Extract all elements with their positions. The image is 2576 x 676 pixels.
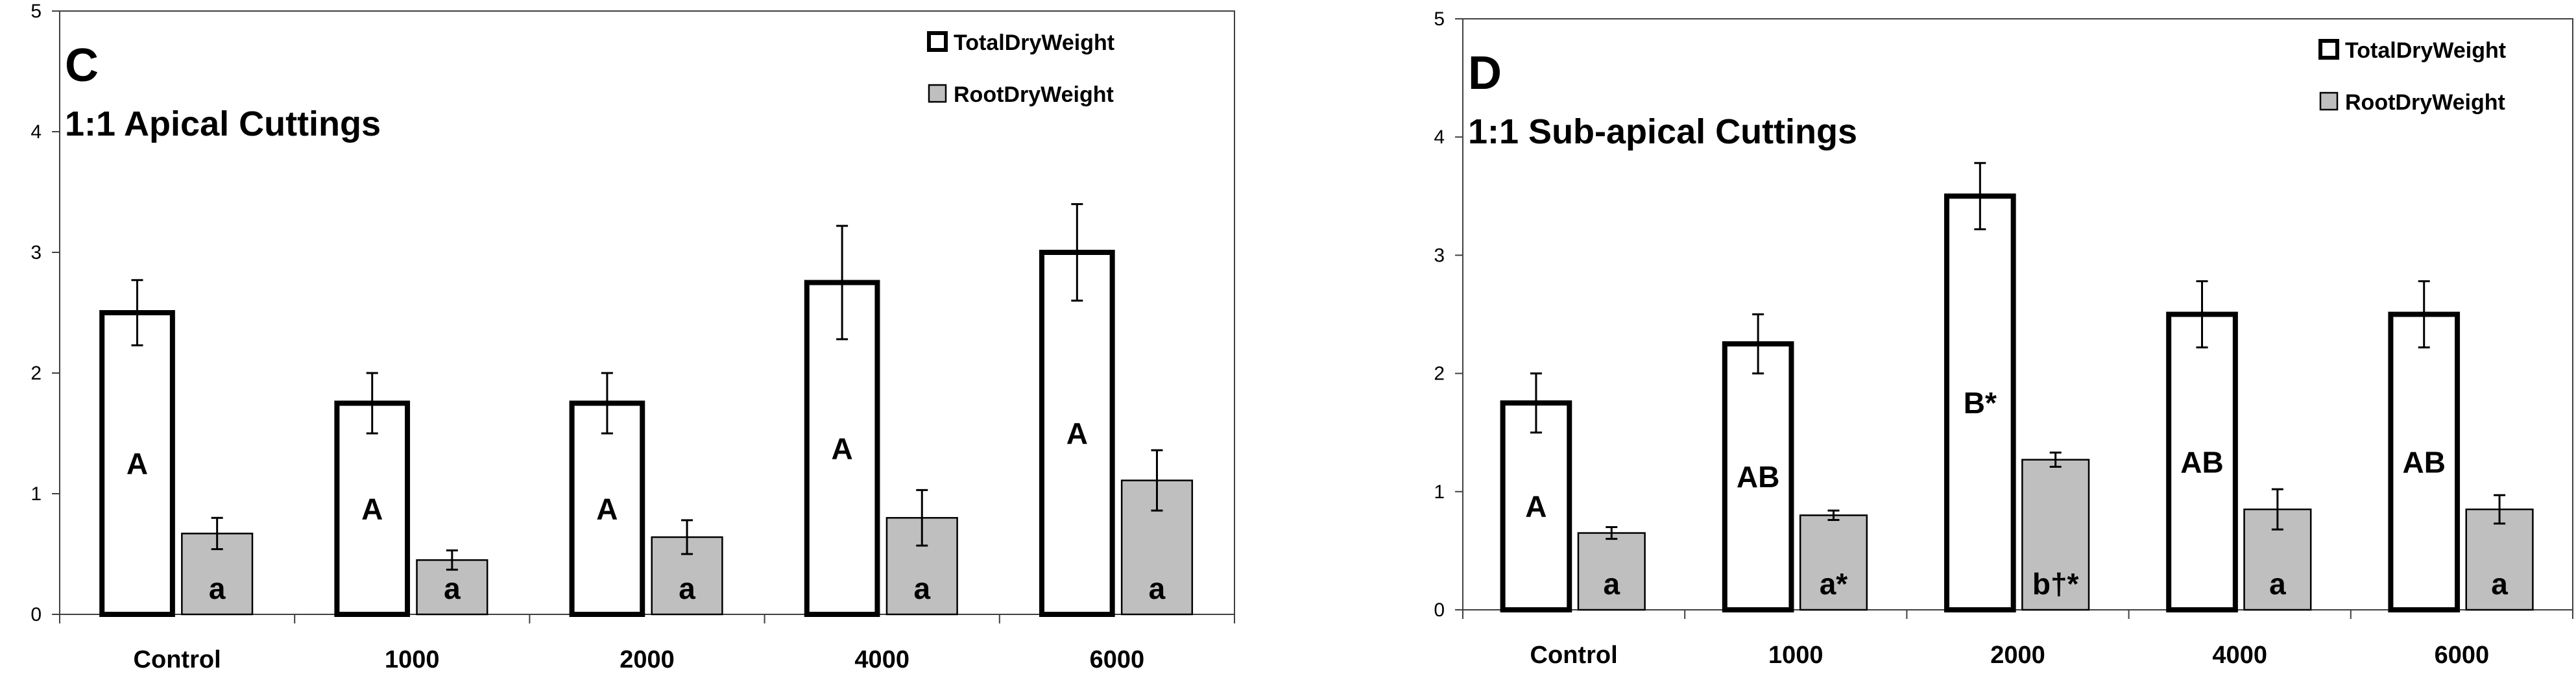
bar-totaldryweight <box>1039 250 1115 617</box>
y-tick-label: 1 <box>30 483 42 505</box>
significance-label: a <box>1603 567 1620 601</box>
significance-label: b†* <box>2032 567 2079 601</box>
significance-label: A <box>126 447 148 481</box>
bar-totaldryweight <box>99 310 175 617</box>
y-tick-label: 0 <box>1434 599 1445 621</box>
bar-totaldryweight <box>569 400 645 617</box>
significance-label: a <box>2491 567 2508 601</box>
chart-panel-d: 0 1 2 3 4 5 Control 1000 2000 4000 6000 A AB B* AB AB a a… <box>1434 8 2573 669</box>
panel-title: 1:1 Sub-apical Cuttings <box>1468 112 1857 151</box>
legend-label: RootDryWeight <box>954 82 1114 107</box>
legend-swatch-totaldryweight <box>927 31 948 52</box>
y-tick-label: 3 <box>30 242 42 263</box>
bar-rootdryweight <box>2465 508 2534 611</box>
significance-label: a <box>913 572 930 605</box>
y-tick-label: 2 <box>30 363 42 384</box>
significance-label: a <box>2269 567 2286 601</box>
plot-area <box>1462 18 2573 610</box>
x-tick-label: 2000 <box>620 646 675 673</box>
x-tick-label: 2000 <box>1990 642 2045 669</box>
significance-label: A <box>832 431 853 465</box>
bar-rootdryweight <box>2021 459 2090 611</box>
significance-label: a* <box>1820 567 1848 601</box>
panel-title: 1:1 Apical Cuttings <box>65 104 381 143</box>
significance-label: B* <box>1964 386 1997 420</box>
x-tick-label: 1000 <box>385 646 440 673</box>
y-tick-label: 3 <box>1434 245 1445 266</box>
x-tick-label: 1000 <box>1768 642 1824 669</box>
x-tick-label: 6000 <box>1090 646 1145 673</box>
x-tick-label: 4000 <box>854 646 909 673</box>
panel-letter: D <box>1468 47 1502 99</box>
significance-label: a <box>1149 572 1166 605</box>
significance-label: AB <box>2402 445 2445 479</box>
x-tick-label: 6000 <box>2435 642 2490 669</box>
bar-totaldryweight <box>1722 341 1794 612</box>
legend-swatch-rootdryweight <box>928 84 947 103</box>
significance-label: a <box>444 572 461 605</box>
significance-label: A <box>1066 416 1088 450</box>
legend-label: RootDryWeight <box>2345 90 2505 115</box>
legend-swatch-totaldryweight <box>2318 39 2339 60</box>
significance-label: A <box>596 492 618 525</box>
y-tick-label: 2 <box>1434 363 1445 385</box>
y-tick-label: 5 <box>1434 8 1445 30</box>
legend-label: TotalDryWeight <box>954 30 1114 55</box>
legend: TotalDryWeight RootDryWeight <box>2318 38 2506 115</box>
y-tick-label: 1 <box>1434 481 1445 503</box>
legend: TotalDryWeight RootDryWeight <box>927 30 1114 107</box>
significance-label: A <box>1525 490 1547 524</box>
bar-totaldryweight <box>2388 311 2461 612</box>
y-tick-label: 5 <box>30 1 42 22</box>
x-tick-label: 4000 <box>2212 642 2267 669</box>
y-tick-label: 0 <box>30 604 42 625</box>
x-tick-label: Control <box>134 646 221 673</box>
panel-letter: C <box>65 40 99 91</box>
chart-panel-c: 0 1 2 3 4 5 Control 1000 2000 4000 6000 A A A A Aa a a a a C… <box>30 1 1235 673</box>
y-tick-label: 4 <box>1434 127 1445 148</box>
y-tick-label: 4 <box>30 121 42 143</box>
significance-label: a <box>679 572 695 605</box>
legend-label: TotalDryWeight <box>2345 38 2506 63</box>
significance-label: AB <box>2180 445 2223 479</box>
significance-label: a <box>209 572 226 605</box>
significance-label: A <box>361 492 383 525</box>
significance-label: AB <box>1737 460 1779 494</box>
plot-area <box>59 10 1235 615</box>
legend-swatch-rootdryweight <box>2319 91 2339 111</box>
x-tick-label: Control <box>1530 642 1618 669</box>
bar-totaldryweight <box>1500 400 1572 613</box>
